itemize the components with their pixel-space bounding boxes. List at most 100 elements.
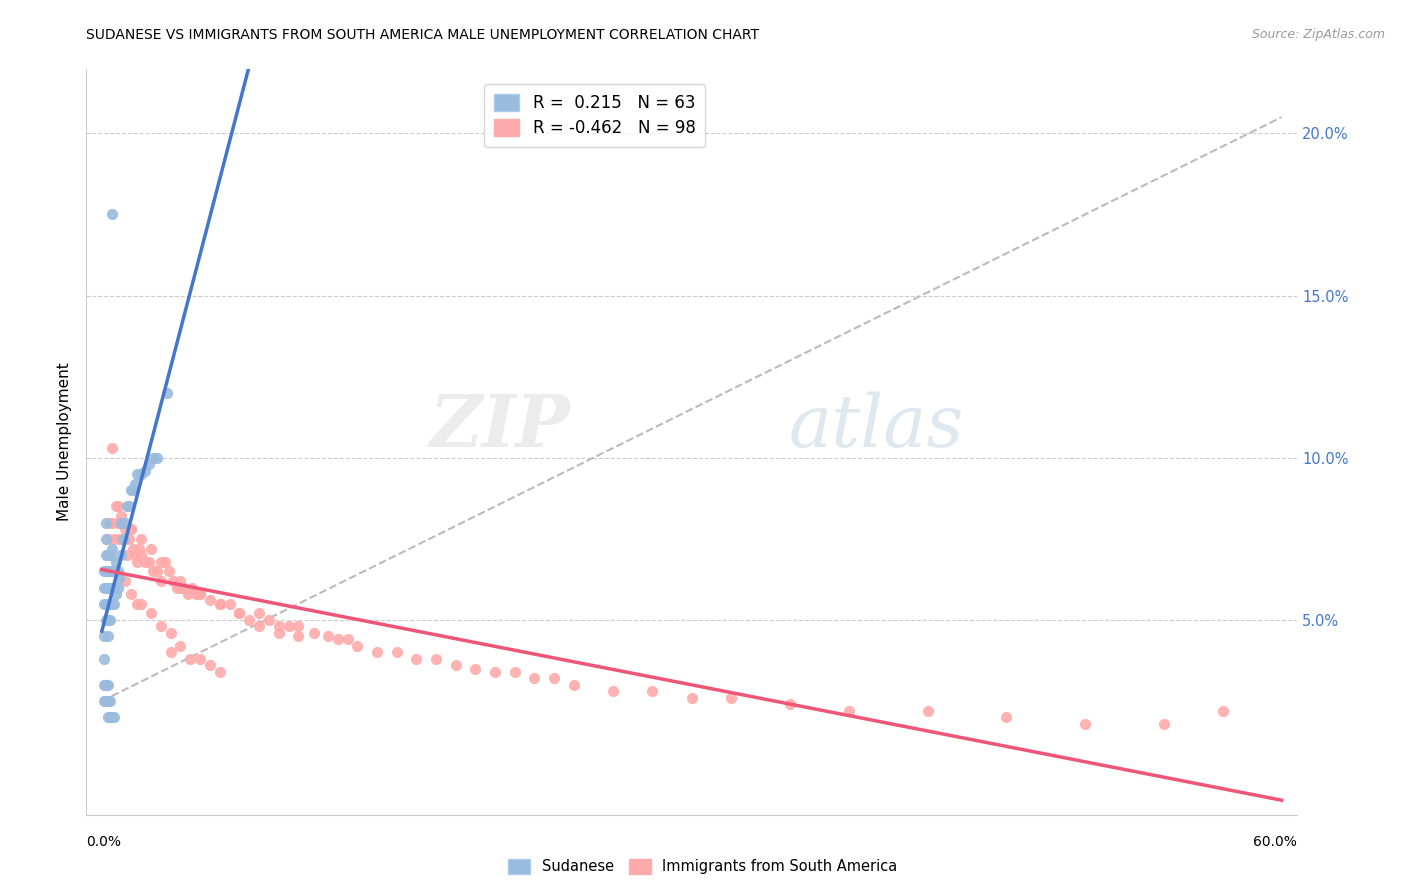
Point [157, 564, 180, 578]
Point [134, 464, 156, 478]
Point [94, 694, 117, 708]
Point [166, 581, 188, 595]
Point [838, 704, 860, 718]
Point [97, 532, 120, 546]
Point [641, 684, 664, 698]
Point [159, 645, 181, 659]
Point [94, 581, 117, 595]
Point [107, 581, 129, 595]
Point [366, 645, 388, 659]
Point [181, 581, 204, 595]
Point [208, 665, 231, 679]
Point [139, 541, 162, 556]
Point [523, 671, 546, 685]
Point [162, 574, 184, 588]
Point [108, 532, 131, 546]
Point [93, 597, 115, 611]
Point [1074, 716, 1097, 731]
Point [425, 652, 447, 666]
Point [917, 704, 939, 718]
Point [720, 690, 742, 705]
Point [120, 522, 142, 536]
Point [188, 652, 211, 666]
Point [107, 516, 129, 530]
Point [118, 500, 141, 514]
Point [107, 564, 129, 578]
Point [100, 207, 122, 221]
Point [127, 597, 149, 611]
Point [779, 698, 801, 712]
Point [287, 629, 309, 643]
Point [208, 597, 231, 611]
Point [97, 581, 120, 595]
Point [98, 710, 121, 724]
Point [139, 607, 162, 621]
Point [104, 555, 127, 569]
Point [104, 500, 127, 514]
Text: Source: ZipAtlas.com: Source: ZipAtlas.com [1251, 29, 1385, 41]
Point [100, 441, 122, 455]
Point [94, 678, 117, 692]
Point [198, 658, 221, 673]
Text: 60.0%: 60.0% [1254, 835, 1298, 849]
Point [94, 564, 117, 578]
Point [117, 500, 139, 514]
Point [114, 522, 136, 536]
Point [93, 678, 115, 692]
Text: 0.0%: 0.0% [86, 835, 121, 849]
Point [94, 548, 117, 562]
Point [122, 483, 145, 498]
Point [173, 581, 195, 595]
Point [97, 613, 120, 627]
Point [124, 476, 146, 491]
Point [94, 613, 117, 627]
Point [149, 619, 172, 633]
Point [247, 619, 270, 633]
Point [444, 658, 467, 673]
Point [385, 645, 408, 659]
Point [124, 548, 146, 562]
Point [97, 694, 120, 708]
Point [97, 597, 120, 611]
Point [302, 626, 325, 640]
Point [602, 684, 624, 698]
Point [93, 564, 115, 578]
Point [98, 564, 121, 578]
Point [97, 564, 120, 578]
Point [208, 597, 231, 611]
Point [129, 467, 152, 481]
Point [503, 665, 526, 679]
Point [238, 613, 260, 627]
Point [188, 587, 211, 601]
Point [336, 632, 359, 647]
Point [114, 574, 136, 588]
Point [112, 532, 135, 546]
Point [134, 555, 156, 569]
Point [1153, 716, 1175, 731]
Text: atlas: atlas [789, 392, 965, 462]
Legend: Sudanese, Immigrants from South America: Sudanese, Immigrants from South America [503, 853, 903, 880]
Point [110, 516, 132, 530]
Point [149, 555, 172, 569]
Point [127, 555, 149, 569]
Point [169, 581, 191, 595]
Point [198, 593, 221, 607]
Point [228, 607, 250, 621]
Point [127, 467, 149, 481]
Point [108, 571, 131, 585]
Point [110, 548, 132, 562]
Point [267, 626, 290, 640]
Point [110, 509, 132, 524]
Point [118, 532, 141, 546]
Point [94, 516, 117, 530]
Point [117, 548, 139, 562]
Point [138, 457, 160, 471]
Point [93, 629, 115, 643]
Point [93, 694, 115, 708]
Point [257, 613, 280, 627]
Legend: R =  0.215   N = 63, R = -0.462   N = 98: R = 0.215 N = 63, R = -0.462 N = 98 [484, 85, 706, 147]
Point [114, 532, 136, 546]
Point [98, 694, 121, 708]
Point [97, 548, 120, 562]
Point [104, 587, 127, 601]
